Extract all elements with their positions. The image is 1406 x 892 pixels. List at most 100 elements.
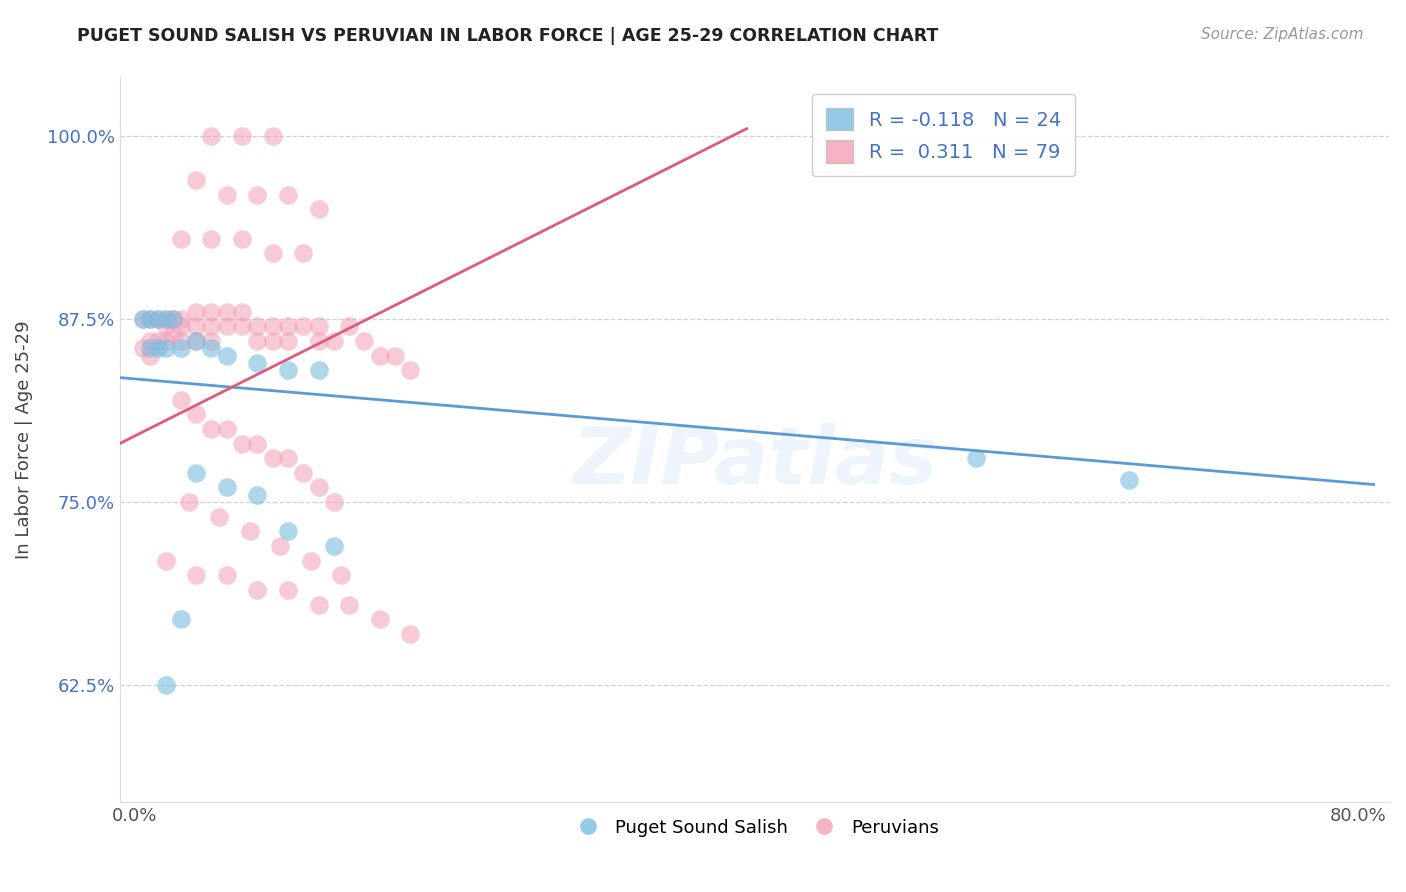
Point [139, 334, 162, 348]
Point [155, 319, 177, 334]
Y-axis label: In Labor Force | Age 25-29: In Labor Force | Age 25-29 [15, 320, 32, 559]
Point [246, 582, 269, 597]
Point [155, 334, 177, 348]
Point [155, 342, 177, 356]
Point [299, 554, 322, 568]
Point [186, 407, 208, 421]
Point [186, 304, 208, 318]
Point [277, 334, 299, 348]
Point [186, 334, 208, 348]
Point [292, 319, 315, 334]
Point [200, 231, 222, 245]
Point [384, 349, 406, 363]
Point [246, 436, 269, 450]
Point [200, 128, 222, 143]
Point [146, 312, 169, 326]
Point [170, 319, 193, 334]
Point [277, 451, 299, 466]
Text: ZIPatlas: ZIPatlas [572, 423, 936, 500]
Point [231, 128, 253, 143]
Point [131, 312, 153, 326]
Point [368, 612, 391, 626]
Point [139, 349, 162, 363]
Text: Source: ZipAtlas.com: Source: ZipAtlas.com [1201, 27, 1364, 42]
Point [246, 187, 269, 202]
Point [200, 342, 222, 356]
Point [170, 612, 193, 626]
Point [322, 539, 344, 553]
Point [353, 334, 375, 348]
Point [162, 312, 184, 326]
Point [262, 246, 284, 260]
Point [139, 312, 162, 326]
Point [308, 363, 330, 377]
Point [162, 326, 184, 341]
Point [262, 334, 284, 348]
Point [292, 466, 315, 480]
Point [1118, 473, 1140, 487]
Point [170, 231, 193, 245]
Point [186, 319, 208, 334]
Point [215, 480, 238, 494]
Point [965, 451, 987, 466]
Point [246, 356, 269, 370]
Point [368, 349, 391, 363]
Point [215, 422, 238, 436]
Point [131, 312, 153, 326]
Point [186, 334, 208, 348]
Point [399, 363, 422, 377]
Point [155, 312, 177, 326]
Point [292, 246, 315, 260]
Point [330, 568, 353, 582]
Point [146, 312, 169, 326]
Point [155, 554, 177, 568]
Point [215, 349, 238, 363]
Point [170, 392, 193, 407]
Point [215, 187, 238, 202]
Point [337, 598, 360, 612]
Point [246, 319, 269, 334]
Point [131, 342, 153, 356]
Point [200, 304, 222, 318]
Point [308, 480, 330, 494]
Point [177, 495, 200, 509]
Point [215, 568, 238, 582]
Point [231, 319, 253, 334]
Point [200, 422, 222, 436]
Point [239, 524, 262, 539]
Point [231, 231, 253, 245]
Point [231, 304, 253, 318]
Point [215, 304, 238, 318]
Point [308, 202, 330, 217]
Point [277, 319, 299, 334]
Point [399, 627, 422, 641]
Point [186, 568, 208, 582]
Point [162, 312, 184, 326]
Point [269, 539, 291, 553]
Point [277, 582, 299, 597]
Point [246, 334, 269, 348]
Point [200, 319, 222, 334]
Point [200, 334, 222, 348]
Legend: Puget Sound Salish, Peruvians: Puget Sound Salish, Peruvians [562, 812, 946, 844]
Point [308, 319, 330, 334]
Point [155, 312, 177, 326]
Point [322, 495, 344, 509]
Point [139, 312, 162, 326]
Text: PUGET SOUND SALISH VS PERUVIAN IN LABOR FORCE | AGE 25-29 CORRELATION CHART: PUGET SOUND SALISH VS PERUVIAN IN LABOR … [77, 27, 939, 45]
Point [155, 678, 177, 692]
Point [146, 342, 169, 356]
Point [277, 524, 299, 539]
Point [186, 466, 208, 480]
Point [139, 342, 162, 356]
Point [308, 598, 330, 612]
Point [262, 319, 284, 334]
Point [262, 451, 284, 466]
Point [308, 334, 330, 348]
Point [186, 173, 208, 187]
Point [208, 509, 231, 524]
Point [215, 319, 238, 334]
Point [322, 334, 344, 348]
Point [262, 128, 284, 143]
Point [170, 342, 193, 356]
